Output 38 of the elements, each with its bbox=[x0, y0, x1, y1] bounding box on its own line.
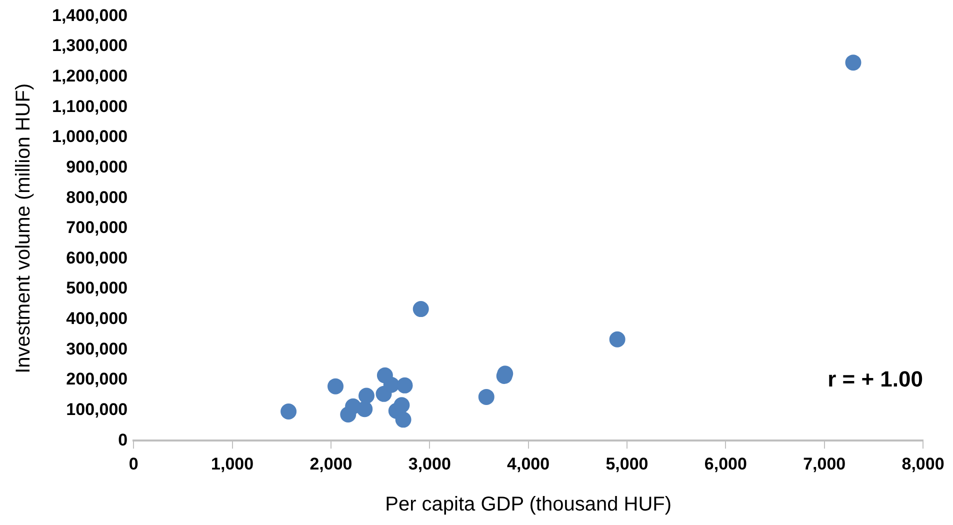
y-tick-label: 1,200,000 bbox=[52, 66, 128, 86]
x-tick-label: 8,000 bbox=[902, 454, 944, 474]
y-tick-label: 600,000 bbox=[66, 248, 128, 268]
y-tick-label: 0 bbox=[118, 430, 128, 450]
x-axis-title: Per capita GDP (thousand HUF) bbox=[385, 494, 672, 516]
x-tick-label: 7,000 bbox=[803, 454, 846, 474]
point bbox=[412, 301, 429, 318]
annotation: r = + 1.00 bbox=[828, 366, 923, 392]
x-tick-label: 2,000 bbox=[310, 454, 352, 474]
point bbox=[328, 378, 344, 394]
point bbox=[478, 388, 494, 405]
point bbox=[609, 331, 626, 348]
y-tick-label: 800,000 bbox=[66, 188, 128, 207]
y-tick-label: 700,000 bbox=[66, 218, 128, 238]
point bbox=[395, 412, 412, 428]
point bbox=[356, 401, 373, 418]
y-tick-label: 1,100,000 bbox=[52, 96, 128, 116]
x-tick-label: 6,000 bbox=[704, 454, 747, 474]
y-tick-label: 1,000,000 bbox=[52, 127, 128, 146]
y-tick-label: 100,000 bbox=[66, 400, 128, 419]
y-tick-label: 300,000 bbox=[66, 339, 128, 358]
x-tick-label: 5,000 bbox=[606, 454, 648, 474]
y-tick-label: 900,000 bbox=[66, 157, 128, 176]
y-tick-label: 500,000 bbox=[66, 278, 128, 298]
point bbox=[845, 54, 862, 71]
point bbox=[394, 397, 410, 414]
x-tick-label: 4,000 bbox=[507, 454, 550, 474]
point bbox=[358, 388, 374, 404]
x-tick-label: 3,000 bbox=[408, 454, 451, 474]
x-tick-label: 1,000 bbox=[211, 454, 254, 474]
point bbox=[383, 376, 400, 393]
point bbox=[396, 377, 413, 394]
y-axis-title: Investment volume (million HUF) bbox=[12, 83, 35, 374]
point bbox=[280, 404, 297, 420]
y-tick-label: 200,000 bbox=[66, 370, 128, 389]
y-tick-label: 400,000 bbox=[66, 309, 128, 328]
y-tick-label: 1,400,000 bbox=[52, 6, 128, 25]
y-tick-label: 1,300,000 bbox=[52, 36, 128, 56]
